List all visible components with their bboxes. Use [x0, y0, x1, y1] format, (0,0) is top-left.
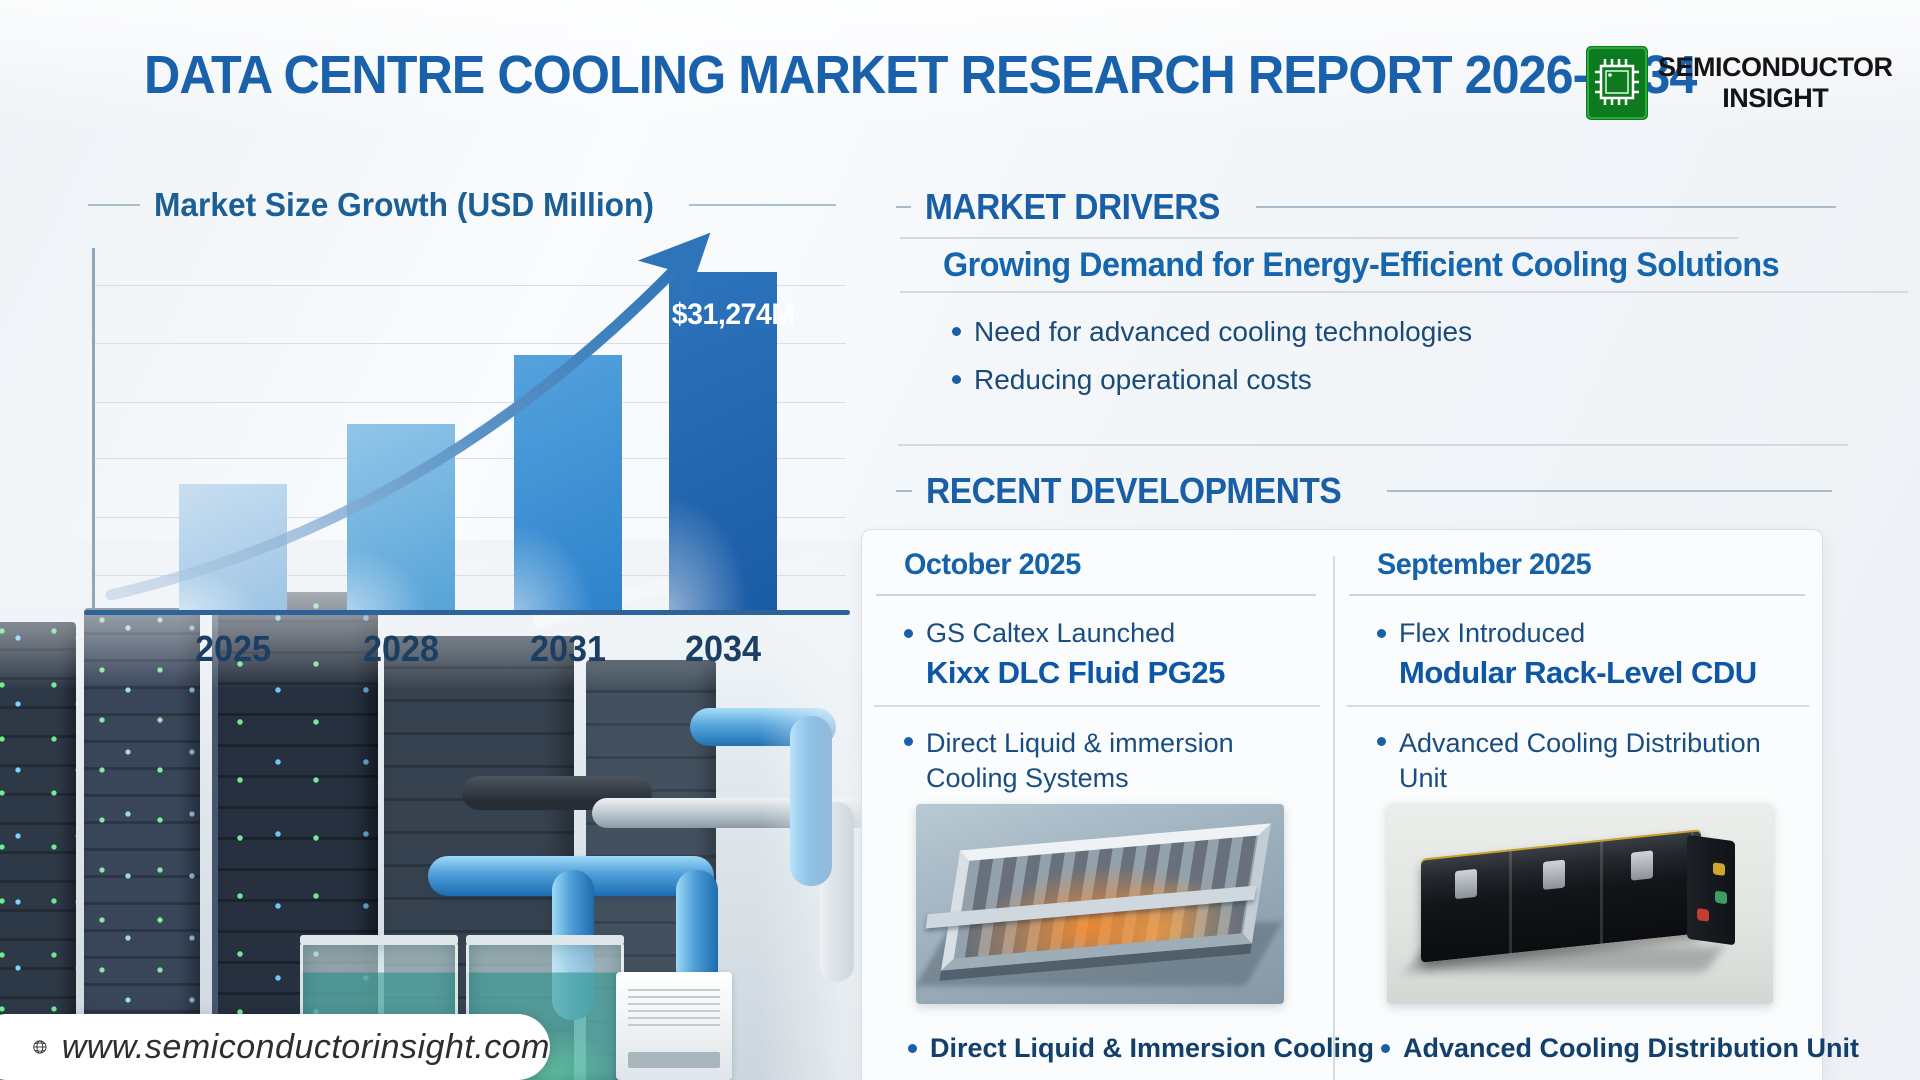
tank-lid — [300, 935, 458, 945]
item-name: Modular Rack-Level CDU — [1399, 655, 1757, 690]
chart-title-row: Market Size Growth (USD Million) — [88, 186, 836, 224]
divider-line — [900, 237, 1738, 239]
item-intro: Flex Introduced — [1399, 618, 1586, 648]
y-axis — [92, 248, 95, 612]
item-name: Kixx DLC Fluid PG25 — [926, 655, 1225, 690]
brand-logo: SEMICONDUCTOR INSIGHT — [1586, 46, 1893, 120]
decorative-rule — [88, 204, 140, 206]
page-title: DATA CENTRE COOLING MARKET RESEARCH REPO… — [144, 45, 1697, 105]
website-url: www.semiconductorinsight.com — [61, 1027, 550, 1066]
server-rack — [0, 622, 76, 1080]
x-tick-2031: 2031 — [529, 628, 607, 669]
bullet-icon — [908, 1044, 917, 1053]
photo-fade-overlay — [760, 540, 880, 1080]
decorative-rule — [688, 204, 836, 206]
bar-value-label: $31,274M — [671, 298, 795, 331]
item-detail: Advanced Cooling Distribution Unit — [1399, 728, 1761, 794]
x-tick-2034: 2034 — [684, 628, 762, 669]
chip-icon — [1586, 46, 1648, 120]
bar-highlight — [179, 541, 287, 612]
development-item: Direct Liquid & immersion Cooling System… — [904, 726, 1294, 796]
september-column: September 2025 Flex Introduced Modular R… — [1335, 530, 1859, 1080]
immersion-cooling-photo — [916, 804, 1284, 1004]
datacentre-photo — [0, 540, 880, 1080]
month-heading: October 2025 — [904, 548, 1081, 581]
caption-text: Direct Liquid & Immersion Cooling — [930, 1033, 1375, 1063]
connector-red — [1697, 908, 1709, 922]
cdu-latch — [1543, 859, 1565, 890]
item-detail: Direct Liquid & immersion Cooling System… — [926, 728, 1234, 794]
photo-caption: Advanced Cooling Distribution Unit — [1381, 1033, 1859, 1064]
list-item: Reducing operational costs — [952, 364, 1472, 396]
bullet-icon — [1377, 629, 1386, 638]
market-drivers-subheading: Growing Demand for Energy-Efficient Cool… — [943, 246, 1780, 284]
decorative-rule — [1256, 206, 1836, 208]
caption-text: Advanced Cooling Distribution Unit — [1403, 1033, 1859, 1063]
month-heading: September 2025 — [1377, 548, 1592, 581]
bullet-icon — [904, 737, 913, 746]
divider-line — [874, 705, 1320, 707]
divider-line — [1349, 594, 1805, 596]
bar-highlight — [514, 470, 622, 612]
x-tick-2028: 2028 — [362, 628, 440, 669]
tank-lid — [466, 935, 624, 945]
cdu-end-panel — [1687, 834, 1735, 946]
bullet-icon — [952, 375, 961, 384]
recent-developments-heading: RECENT DEVELOPMENTS — [926, 470, 1342, 511]
connector-yellow — [1713, 862, 1725, 876]
website-link[interactable]: www.semiconductorinsight.com — [0, 1014, 550, 1080]
bar-highlight — [347, 508, 455, 612]
cdu-latch — [1631, 850, 1653, 881]
crac-grill — [628, 984, 720, 1030]
brand-name-line2: INSIGHT — [1722, 83, 1829, 113]
development-item: GS Caltex Launched Kixx DLC Fluid PG25 — [904, 618, 1225, 691]
bullet-icon — [904, 629, 913, 638]
bullet-icon — [952, 327, 961, 336]
brand-name: SEMICONDUCTOR INSIGHT — [1658, 52, 1893, 114]
cdu-latch — [1455, 868, 1477, 900]
divider-line — [900, 291, 1908, 293]
bar-chart: $31,274M 2025 2028 2031 2034 — [84, 240, 850, 669]
divider-line — [876, 594, 1316, 596]
developments-card: October 2025 GS Caltex Launched Kixx DLC… — [861, 529, 1859, 1080]
crac-unit — [616, 972, 732, 1080]
list-item-text: Reducing operational costs — [974, 364, 1312, 395]
market-drivers-heading: MARKET DRIVERS — [925, 186, 1221, 227]
photo-caption: Direct Liquid & Immersion Cooling — [908, 1033, 1374, 1064]
list-item-text: Need for advanced cooling technologies — [974, 316, 1473, 347]
bar-highlight — [669, 425, 777, 612]
brand-name-line1: SEMICONDUCTOR — [1658, 52, 1893, 82]
bullet-icon — [1381, 1044, 1390, 1053]
crac-slot — [628, 1052, 720, 1068]
divider-line — [1347, 705, 1809, 707]
market-drivers-list: Need for advanced cooling technologies R… — [952, 316, 1472, 412]
item-intro: GS Caltex Launched — [926, 618, 1176, 648]
development-item: Advanced Cooling Distribution Unit — [1377, 726, 1767, 796]
bar-2034: $31,274M — [669, 272, 795, 612]
list-item: Need for advanced cooling technologies — [952, 316, 1472, 348]
connector-green — [1715, 890, 1727, 905]
cdu-photo — [1387, 804, 1773, 1004]
column-divider — [1333, 556, 1335, 1080]
chart-title: Market Size Growth (USD Million) — [154, 186, 654, 223]
cooling-pipe-blue — [676, 870, 718, 990]
development-item: Flex Introduced Modular Rack-Level CDU — [1377, 618, 1757, 691]
bar-2028 — [347, 424, 455, 612]
section-separator — [898, 444, 1848, 446]
decorative-rule — [896, 206, 912, 208]
recent-developments-heading-row: RECENT DEVELOPMENTS — [896, 470, 1832, 512]
decorative-rule — [1386, 490, 1832, 492]
x-tick-2025: 2025 — [194, 628, 272, 669]
bar-2025 — [179, 484, 287, 612]
october-column: October 2025 GS Caltex Launched Kixx DLC… — [862, 530, 1374, 1080]
globe-icon — [33, 1040, 47, 1054]
decorative-rule — [896, 490, 912, 492]
market-drivers-heading-row: MARKET DRIVERS — [896, 186, 1836, 228]
x-axis — [84, 610, 850, 615]
bullet-icon — [1377, 737, 1386, 746]
bar-2031 — [514, 355, 622, 612]
